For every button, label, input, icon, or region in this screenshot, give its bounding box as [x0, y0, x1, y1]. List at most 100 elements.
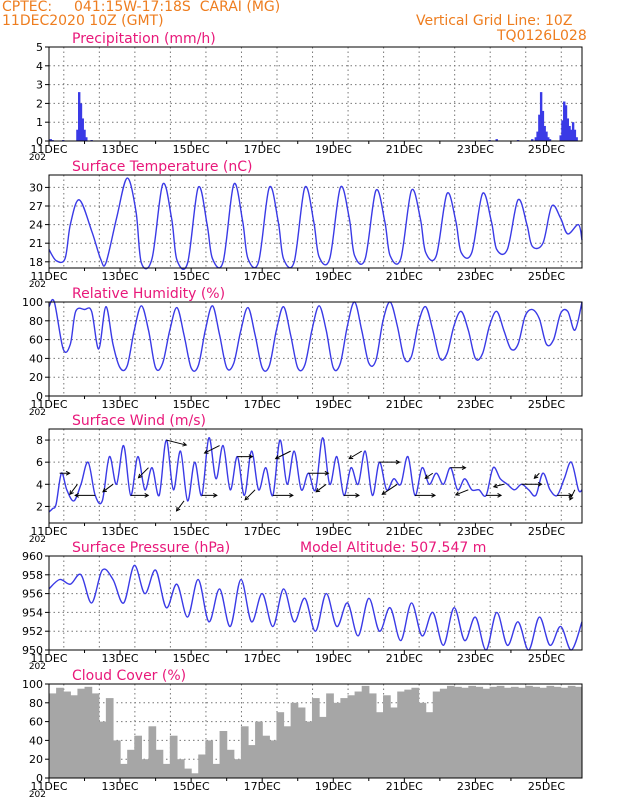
wind-arrowhead	[137, 473, 143, 479]
x-tick-label: 15DEC	[173, 270, 210, 283]
x-year-stub: 202	[29, 535, 46, 545]
cloud-bar	[418, 702, 427, 778]
wind-vector	[315, 483, 327, 493]
y-tick-label: 40	[29, 352, 43, 365]
x-tick-label: 21DEC	[386, 143, 423, 156]
panel-pressure: 950 952 954 956 958 960 11DEC 13DEC 15DEC 17DEC 19…	[22, 540, 583, 672]
y-tick-label: 20	[29, 753, 43, 766]
cloud-bar	[134, 735, 142, 778]
cloud-bar	[56, 687, 64, 778]
cloud-bar	[226, 749, 235, 778]
panel-temp: 18 21 24 27 30 11DEC 13DEC 15DEC 17DEC 19DEC 21DEC…	[29, 159, 583, 290]
y-tick-label: 80	[29, 315, 43, 328]
precip-bar	[541, 110, 545, 141]
cloud-bar	[397, 691, 405, 778]
cloud-bar	[155, 749, 164, 778]
rh-title: Relative Humidity (%)	[72, 286, 225, 302]
wind-arrowhead	[69, 490, 74, 496]
y-tick-label: 0	[36, 135, 43, 148]
wind-arrowhead	[315, 487, 321, 493]
y-tick-label: 958	[22, 569, 43, 582]
y-tick-label: 1	[36, 116, 43, 129]
y-tick-label: 27	[29, 200, 43, 213]
cloud-frame	[48, 683, 583, 779]
cloud-bar	[475, 686, 484, 778]
x-tick-label: 13DEC	[102, 652, 139, 665]
wind-line	[48, 437, 583, 513]
y-tick-label: 80	[29, 697, 43, 710]
cloud-bar	[311, 698, 320, 778]
precip-bar	[495, 139, 498, 141]
cloud-bar	[446, 685, 455, 778]
cloud-bar	[112, 740, 121, 778]
wind-vector	[493, 483, 504, 488]
x-tick-label: 21DEC	[386, 652, 423, 665]
cloud-bar	[219, 731, 228, 778]
precip-bar	[570, 129, 573, 141]
x-year-stub: 202	[29, 790, 46, 800]
cloud-bar	[141, 759, 150, 778]
cloud-bar	[127, 749, 135, 778]
wind-arrowhead	[144, 492, 150, 498]
cloud-bar	[191, 773, 199, 778]
precip-bar	[571, 122, 575, 141]
cloud-bar	[283, 726, 292, 778]
x-tick-label: 21DEC	[386, 525, 423, 538]
precip-bar	[561, 120, 564, 141]
x-tick-label: 11DEC	[30, 398, 67, 411]
panel-wind: 2 4 6 8 11DEC 13DEC 15DEC 17DEC 19DEC 21DEC 23DEC 2…	[29, 413, 583, 545]
y-tick-label: 30	[29, 181, 43, 194]
pressure-title: Surface Pressure (hPa)	[72, 540, 230, 556]
cloud-bar	[105, 698, 114, 778]
cloud-bar	[503, 687, 512, 778]
precip-bar	[575, 137, 578, 141]
x-tick-label: 11DEC	[30, 525, 67, 538]
x-tick-label: 25DEC	[528, 525, 565, 538]
wind-vector	[102, 483, 114, 493]
y-tick-label: 60	[29, 716, 43, 729]
precip-bar	[564, 105, 568, 141]
x-tick-label: 11DEC	[30, 652, 67, 665]
wind-vector	[569, 489, 576, 501]
y-tick-label: 954	[22, 606, 43, 619]
cloud-bar	[411, 687, 420, 778]
x-tick-label: 17DEC	[244, 143, 281, 156]
y-tick-label: 2	[36, 500, 43, 513]
cloud-bar	[404, 689, 413, 778]
wind-arrowhead	[244, 495, 250, 501]
cloud-bar	[326, 693, 334, 778]
wind-vector	[166, 439, 187, 446]
precip-bar	[83, 129, 86, 141]
y-tick-label: 4	[36, 60, 43, 73]
x-tick-label: 23DEC	[457, 398, 494, 411]
cloud-bar	[84, 686, 93, 778]
precip-bar	[563, 101, 566, 141]
x-tick-label: 15DEC	[173, 652, 210, 665]
y-tick-label: 60	[29, 334, 43, 347]
cloud-bar	[198, 754, 206, 778]
x-tick-label: 11DEC	[30, 270, 67, 283]
cloud-bar	[390, 707, 398, 778]
y-tick-label: 5	[36, 41, 43, 54]
cloud-bar	[432, 691, 441, 778]
x-tick-label: 19DEC	[315, 143, 352, 156]
wind-arrowhead	[395, 459, 401, 465]
x-tick-label: 15DEC	[173, 398, 210, 411]
cloud-bar	[567, 685, 576, 778]
x-tick-label: 23DEC	[457, 270, 494, 283]
cloud-bar	[454, 686, 462, 778]
x-tick-label: 25DEC	[528, 652, 565, 665]
cloud-bar	[354, 691, 363, 778]
y-tick-label: 18	[29, 256, 43, 269]
cloud-bar	[77, 688, 86, 778]
x-tick-label: 25DEC	[528, 398, 565, 411]
y-tick-label: 8	[36, 434, 43, 447]
cloud-bar	[240, 726, 249, 778]
precip-bar	[85, 137, 88, 141]
cloud-bar	[98, 721, 107, 778]
wind-arrowhead	[274, 455, 280, 460]
cloud-bar	[489, 686, 498, 778]
x-tick-label: 23DEC	[457, 780, 494, 793]
wind-vector	[176, 500, 185, 512]
